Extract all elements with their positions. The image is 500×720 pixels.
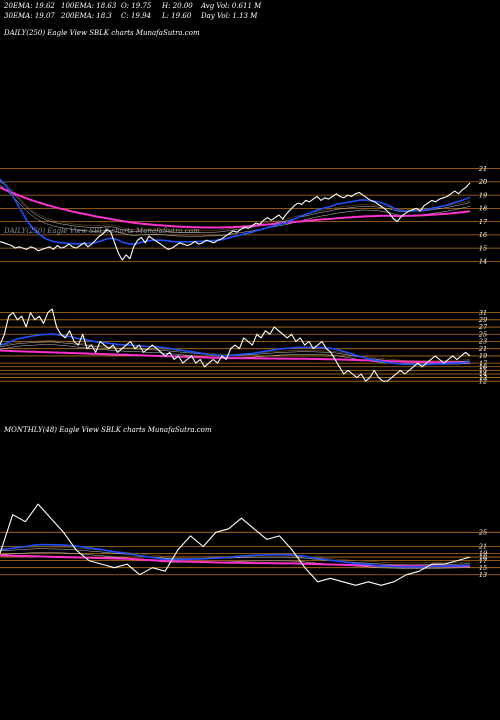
weekly-y-tick-label: 27 [478, 323, 488, 331]
daily-price-line [0, 182, 471, 261]
daily-y-tick-label: 18 [479, 205, 487, 213]
monthly-ema-band-line [0, 552, 471, 569]
daily-y-tick-label: 16 [479, 231, 487, 239]
weekly-y-tick-label: 14 [479, 370, 487, 378]
monthly-ema-fast-line [0, 543, 471, 568]
header-close: C: 19.94 [121, 12, 151, 20]
monthly-y-tick-label: 15 [479, 564, 487, 572]
monthly-y-tick-label: 13 [479, 571, 487, 579]
daily-ema-band-line [0, 179, 471, 231]
header-avg-vol: Avg Vol: 0.611 M [201, 2, 262, 10]
header-ema30: 30EMA: 19.07 [4, 12, 55, 20]
header-ema200: 200EMA: 18.3 [61, 12, 112, 20]
daily-y-tick-label: 14 [479, 258, 487, 266]
weekly-y-tick-label: 31 [479, 309, 487, 317]
header-low: L: 19.60 [162, 12, 192, 20]
daily-chart: 21 20 19 18 17 16 15 14 [0, 165, 500, 266]
weekly-price-line [0, 308, 471, 382]
daily-y-tick-label: 20 [478, 178, 487, 186]
daily-panel-label: DAILY(250) Eagle View SBLK charts Munafa… [4, 29, 200, 37]
header-high: H: 20.00 [162, 2, 193, 10]
daily-ema-fast-line [0, 178, 471, 245]
weekly-ema-slow-line [0, 349, 470, 364]
monthly-y-tick-label: 17 [479, 557, 488, 565]
weekly-ema-band-line [0, 340, 471, 361]
monthly-price-line [0, 503, 471, 586]
daily-y-tick-label: 15 [479, 244, 487, 252]
daily-ema-band-line [0, 181, 471, 233]
daily-y-tick-label: 21 [478, 165, 487, 173]
monthly-y-tick-label: 25 [478, 529, 487, 537]
header-ema20: 20EMA: 19.62 [4, 2, 55, 10]
weekly-y-tick-label: 19 [479, 352, 487, 360]
monthly-y-tick-label: 18 [479, 553, 487, 561]
weekly-y-tick-label: 16 [479, 363, 487, 371]
weekly-y-tick-label: 23 [478, 338, 487, 346]
header-open: O: 19.75 [121, 2, 152, 10]
monthly-ema-band-line [0, 548, 471, 566]
monthly-panel-label: MONTHLY(48) Eagle View SBLK charts Munaf… [4, 426, 212, 434]
monthly-y-tick-label: 19 [479, 550, 487, 558]
daily-y-tick-label: 19 [479, 191, 487, 199]
weekly-y-tick-label: 21 [478, 345, 487, 353]
weekly-y-tick-label: 15 [479, 367, 487, 375]
weekly-y-tick-label: 13 [479, 374, 487, 382]
weekly-y-tick-label: 17 [479, 359, 488, 367]
monthly-y-tick-label: 21 [478, 543, 487, 551]
weekly-y-tick-label: 25 [478, 330, 487, 338]
weekly-y-tick-label: 29 [478, 316, 487, 324]
daily-watermark-label: DAILY(250) Eagle View SBLK charts Munafa… [4, 227, 200, 235]
daily-ema-band-line [0, 184, 471, 237]
weekly-y-tick-label: 12 [479, 377, 487, 385]
daily-y-tick-label: 17 [479, 218, 488, 226]
header-ema100: 100EMA: 18.63 [61, 2, 117, 10]
weekly-ema-fast-line [0, 333, 471, 366]
header-day-vol: Day Vol: 1.13 M [201, 12, 258, 20]
